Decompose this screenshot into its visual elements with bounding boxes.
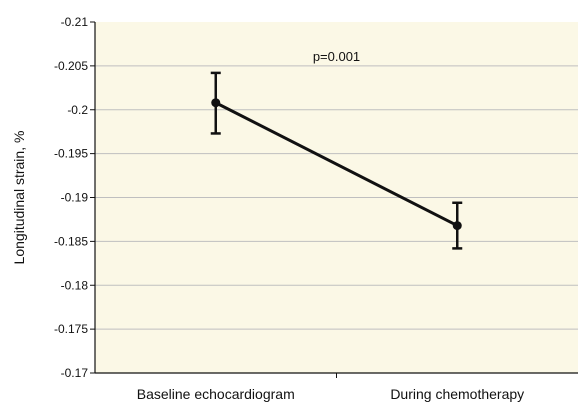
- x-category-label: Baseline echocardiogram: [137, 386, 295, 402]
- x-category-labels: Baseline echocardiogram During chemothera…: [137, 386, 524, 402]
- grid-lines: [95, 65, 578, 330]
- x-category-label: During chemotherapy: [390, 386, 524, 402]
- y-tick-label: -0.195: [54, 147, 88, 161]
- p-value-annotation: p=0.001: [313, 49, 360, 64]
- y-tick-label: -0.19: [61, 191, 89, 205]
- data-point: [452, 221, 462, 231]
- y-tick-label: -0.2: [67, 103, 88, 117]
- data-point: [211, 98, 221, 108]
- y-tick-label: -0.205: [54, 59, 88, 73]
- y-tick-label: -0.21: [61, 15, 89, 29]
- y-tick-label: -0.185: [54, 234, 88, 248]
- y-tick-label: -0.18: [61, 278, 89, 292]
- y-tick-label: -0.175: [54, 322, 88, 336]
- y-axis-title: Longitudinal strain, %: [11, 131, 27, 265]
- axes: [90, 21, 578, 378]
- series-line: [215, 101, 458, 227]
- series-group: [210, 71, 463, 250]
- y-tick-label: -0.17: [61, 366, 89, 380]
- y-tick-labels: -0.21 -0.205 -0.2 -0.195 -0.19 -0.185 -0.18 -0.…: [54, 15, 88, 380]
